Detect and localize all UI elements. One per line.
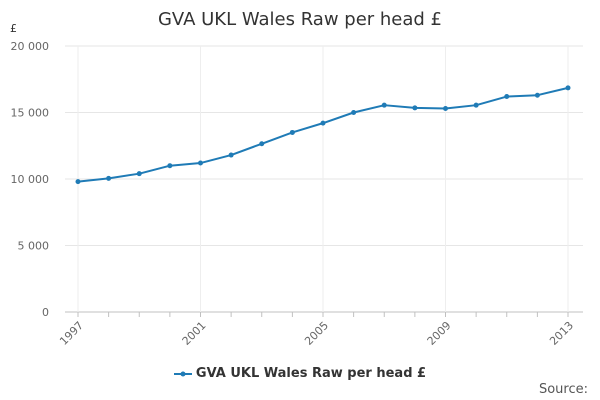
x-tick-label: 2005 xyxy=(302,319,331,348)
y-tick-label: 15 000 xyxy=(11,107,50,120)
x-tick-label: 1997 xyxy=(57,319,86,348)
data-point[interactable] xyxy=(289,129,295,135)
data-point[interactable] xyxy=(320,120,326,126)
data-point[interactable] xyxy=(259,141,265,147)
legend[interactable]: GVA UKL Wales Raw per head £ xyxy=(0,366,600,381)
y-tick-label: 10 000 xyxy=(11,173,50,186)
data-point[interactable] xyxy=(565,85,571,91)
x-tick-label: 2013 xyxy=(547,319,576,348)
y-tick-label: 20 000 xyxy=(11,40,50,53)
data-point[interactable] xyxy=(198,160,203,166)
source-label: Source: xyxy=(538,382,588,397)
y-axis-unit-label: £ xyxy=(10,22,17,35)
data-point[interactable] xyxy=(504,94,510,100)
data-point[interactable] xyxy=(473,102,479,108)
data-point[interactable] xyxy=(167,163,173,169)
data-point[interactable] xyxy=(443,106,448,112)
y-tick-label: 5 000 xyxy=(18,240,50,253)
data-point[interactable] xyxy=(351,110,357,115)
series-group xyxy=(75,85,571,185)
legend-label: GVA UKL Wales Raw per head £ xyxy=(195,366,427,381)
data-point[interactable] xyxy=(381,102,387,108)
chart-title: GVA UKL Wales Raw per head £ xyxy=(157,9,443,30)
data-point[interactable] xyxy=(534,92,540,98)
x-axis: 1997 2001 2005 2009 2013 xyxy=(57,312,576,348)
y-axis: 0 5 000 10 000 15 000 20 000 xyxy=(11,40,50,319)
x-tick-label: 2009 xyxy=(425,319,454,348)
y-tick-label: 0 xyxy=(42,306,49,319)
data-point[interactable] xyxy=(106,175,112,181)
data-point[interactable] xyxy=(412,105,418,111)
data-point[interactable] xyxy=(228,152,234,158)
x-tick-label: 2001 xyxy=(180,319,209,348)
legend-swatch xyxy=(173,371,192,376)
gridlines xyxy=(65,45,583,313)
data-point[interactable] xyxy=(136,171,142,177)
data-point[interactable] xyxy=(75,179,81,185)
